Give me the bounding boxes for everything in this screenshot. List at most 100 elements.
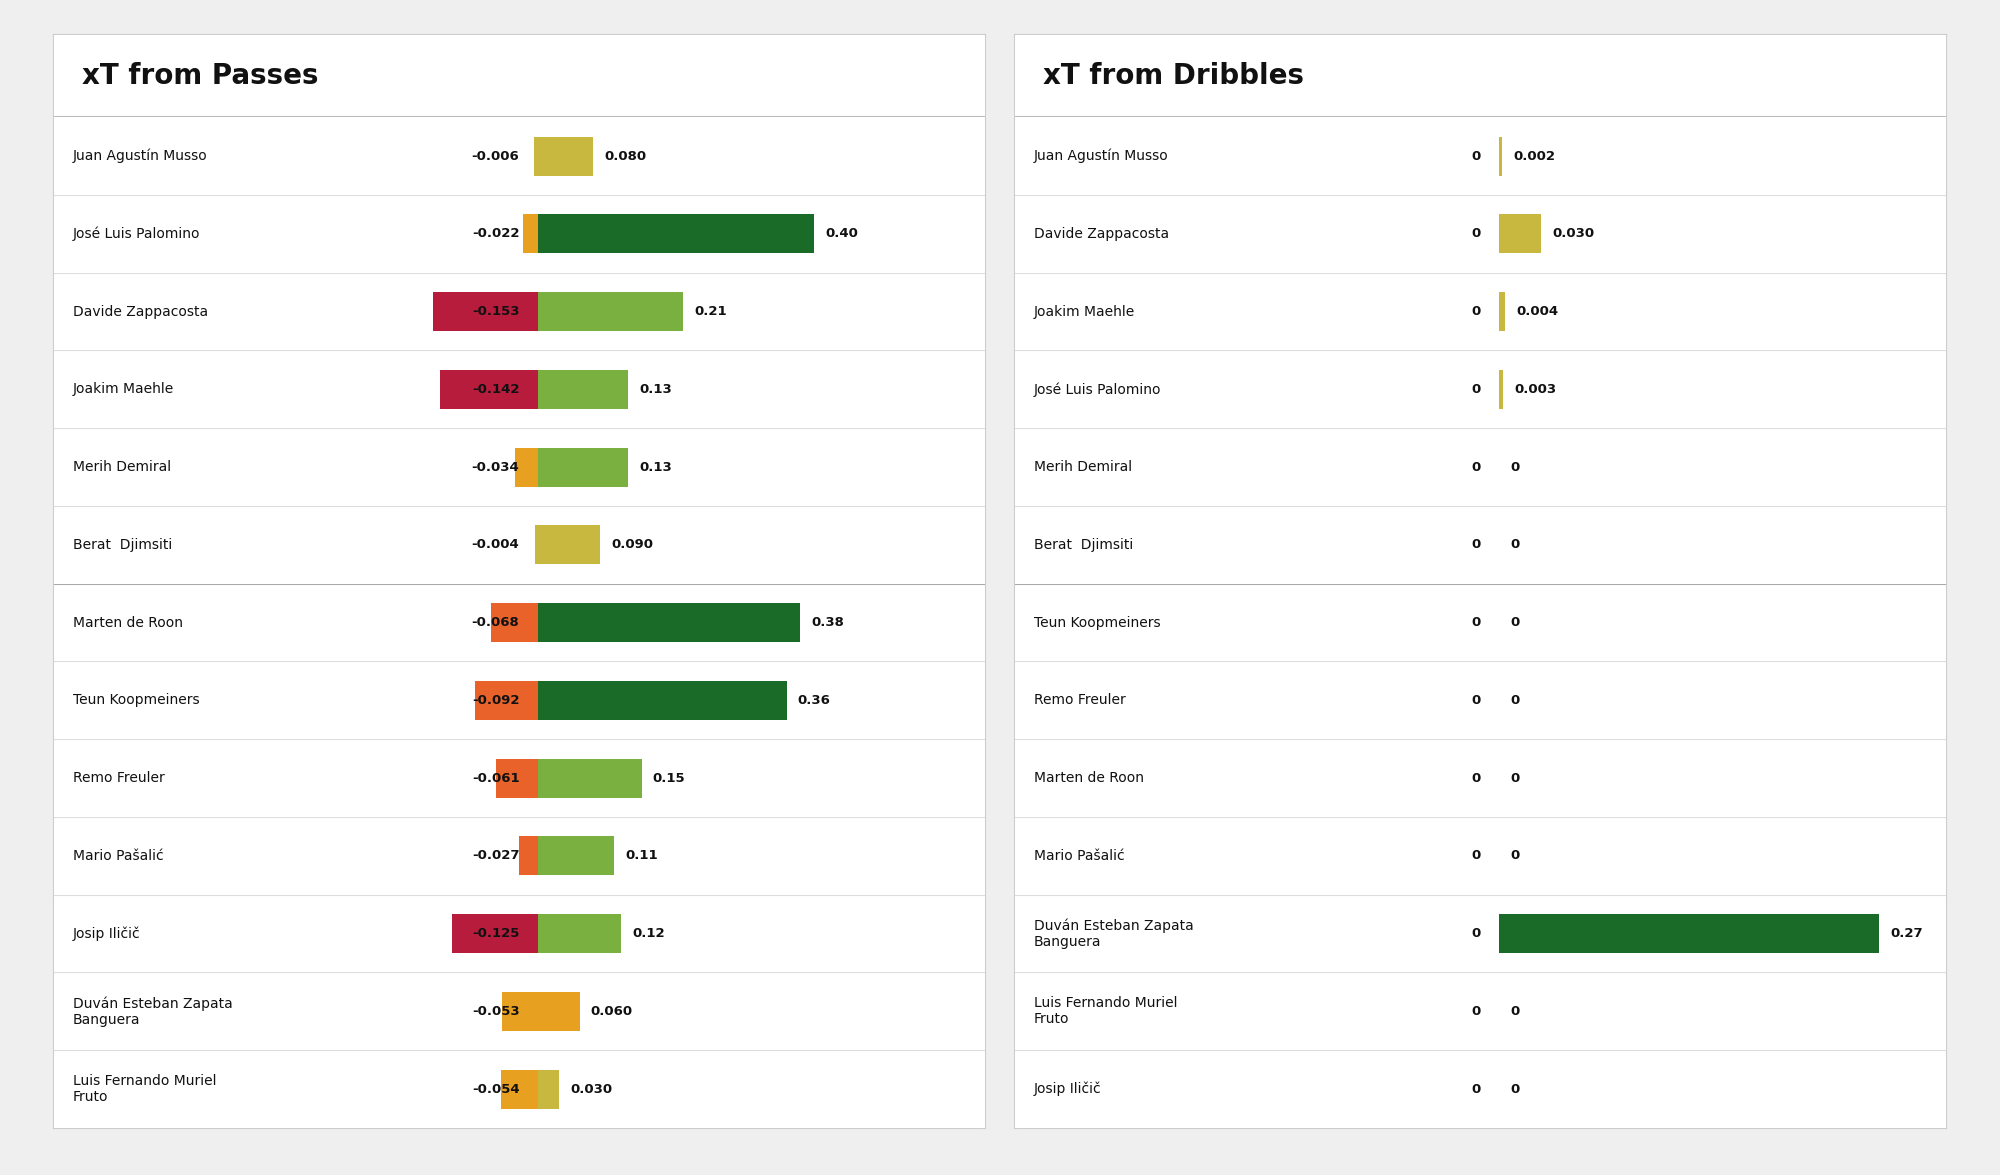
Text: -0.034: -0.034 xyxy=(472,461,520,474)
Text: -0.027: -0.027 xyxy=(472,850,520,862)
Bar xyxy=(538,214,814,254)
Bar xyxy=(538,603,800,642)
Text: Davide Zappacosta: Davide Zappacosta xyxy=(1034,227,1168,241)
Bar xyxy=(538,448,628,486)
Text: Mario Pašalić: Mario Pašalić xyxy=(1034,848,1124,862)
Bar xyxy=(538,914,620,953)
Text: -0.054: -0.054 xyxy=(472,1082,520,1095)
Bar xyxy=(492,603,538,642)
Bar xyxy=(536,525,538,564)
Text: 0: 0 xyxy=(1472,616,1480,629)
Bar xyxy=(432,293,538,331)
Text: -0.125: -0.125 xyxy=(472,927,520,940)
Text: 0: 0 xyxy=(1510,1082,1520,1095)
Bar xyxy=(514,448,538,486)
Text: Merih Demiral: Merih Demiral xyxy=(1034,461,1132,474)
Text: José Luis Palomino: José Luis Palomino xyxy=(1034,382,1162,397)
Bar xyxy=(538,370,628,409)
Text: Berat  Djimsiti: Berat Djimsiti xyxy=(1034,538,1132,552)
Bar xyxy=(538,837,614,875)
Bar xyxy=(534,136,538,175)
Text: 0: 0 xyxy=(1510,1005,1520,1018)
Text: 0: 0 xyxy=(1472,149,1480,162)
Text: 0.13: 0.13 xyxy=(640,383,672,396)
Text: 0.003: 0.003 xyxy=(1514,383,1556,396)
Text: -0.092: -0.092 xyxy=(472,694,520,707)
Text: 0.060: 0.060 xyxy=(590,1005,632,1018)
Text: Joakim Maehle: Joakim Maehle xyxy=(1034,304,1134,318)
Text: 0: 0 xyxy=(1510,694,1520,707)
Bar xyxy=(538,1069,558,1108)
Bar xyxy=(1500,293,1504,331)
Text: Remo Freuler: Remo Freuler xyxy=(72,771,164,785)
Text: 0.15: 0.15 xyxy=(652,772,686,785)
Bar xyxy=(538,136,594,175)
Text: xT from Dribbles: xT from Dribbles xyxy=(1042,62,1304,90)
Text: Berat  Djimsiti: Berat Djimsiti xyxy=(72,538,172,552)
Bar xyxy=(538,759,642,798)
Text: 0.030: 0.030 xyxy=(570,1082,612,1095)
Bar xyxy=(474,682,538,720)
Text: Teun Koopmeiners: Teun Koopmeiners xyxy=(72,693,200,707)
Text: Merih Demiral: Merih Demiral xyxy=(72,461,170,474)
Text: 0.002: 0.002 xyxy=(1514,149,1556,162)
Text: -0.068: -0.068 xyxy=(472,616,520,629)
Text: 0: 0 xyxy=(1472,1082,1480,1095)
Text: 0: 0 xyxy=(1510,616,1520,629)
Text: -0.004: -0.004 xyxy=(472,538,520,551)
Text: 0: 0 xyxy=(1472,306,1480,318)
Text: 0: 0 xyxy=(1510,461,1520,474)
Text: 0: 0 xyxy=(1472,538,1480,551)
Text: 0.13: 0.13 xyxy=(640,461,672,474)
Text: -0.153: -0.153 xyxy=(472,306,520,318)
Text: -0.022: -0.022 xyxy=(472,227,520,241)
Text: -0.061: -0.061 xyxy=(472,772,520,785)
Text: 0.030: 0.030 xyxy=(1552,227,1594,241)
Text: Luis Fernando Muriel
Fruto: Luis Fernando Muriel Fruto xyxy=(1034,996,1178,1027)
Text: Mario Pašalić: Mario Pašalić xyxy=(72,848,164,862)
Text: Duván Esteban Zapata
Banguera: Duván Esteban Zapata Banguera xyxy=(72,996,232,1027)
Bar xyxy=(520,837,538,875)
Text: 0: 0 xyxy=(1472,927,1480,940)
Text: 0: 0 xyxy=(1472,850,1480,862)
Text: 0: 0 xyxy=(1472,383,1480,396)
Bar xyxy=(1500,136,1502,175)
Text: Joakim Maehle: Joakim Maehle xyxy=(72,382,174,396)
Bar xyxy=(1500,914,1880,953)
Text: -0.053: -0.053 xyxy=(472,1005,520,1018)
Text: 0: 0 xyxy=(1510,772,1520,785)
Text: 0.11: 0.11 xyxy=(626,850,658,862)
Text: José Luis Palomino: José Luis Palomino xyxy=(72,227,200,241)
Bar xyxy=(538,525,600,564)
Text: 0.090: 0.090 xyxy=(612,538,654,551)
Bar xyxy=(1500,370,1504,409)
Text: -0.006: -0.006 xyxy=(472,149,520,162)
Text: 0: 0 xyxy=(1472,694,1480,707)
Text: 0.004: 0.004 xyxy=(1516,306,1558,318)
Text: 0: 0 xyxy=(1472,461,1480,474)
Text: Marten de Roon: Marten de Roon xyxy=(1034,771,1144,785)
Text: 0.27: 0.27 xyxy=(1890,927,1924,940)
Bar xyxy=(522,214,538,254)
Text: 0: 0 xyxy=(1510,850,1520,862)
Text: 0: 0 xyxy=(1510,538,1520,551)
Text: Duván Esteban Zapata
Banguera: Duván Esteban Zapata Banguera xyxy=(1034,919,1194,949)
Text: Davide Zappacosta: Davide Zappacosta xyxy=(72,304,208,318)
Text: Luis Fernando Muriel
Fruto: Luis Fernando Muriel Fruto xyxy=(72,1074,216,1104)
Text: Teun Koopmeiners: Teun Koopmeiners xyxy=(1034,616,1160,630)
Text: Josip Iličič: Josip Iličič xyxy=(1034,1082,1102,1096)
Bar xyxy=(452,914,538,953)
Text: Juan Agustín Musso: Juan Agustín Musso xyxy=(72,149,208,163)
Text: -0.142: -0.142 xyxy=(472,383,520,396)
Text: xT from Passes: xT from Passes xyxy=(82,62,318,90)
Text: Josip Iličič: Josip Iličič xyxy=(72,926,140,941)
Text: 0: 0 xyxy=(1472,1005,1480,1018)
Text: 0.21: 0.21 xyxy=(694,306,726,318)
Bar xyxy=(502,992,538,1030)
Bar xyxy=(500,1069,538,1108)
Bar xyxy=(440,370,538,409)
Text: 0.38: 0.38 xyxy=(812,616,844,629)
Text: Marten de Roon: Marten de Roon xyxy=(72,616,182,630)
Text: 0.12: 0.12 xyxy=(632,927,664,940)
Bar xyxy=(538,682,786,720)
